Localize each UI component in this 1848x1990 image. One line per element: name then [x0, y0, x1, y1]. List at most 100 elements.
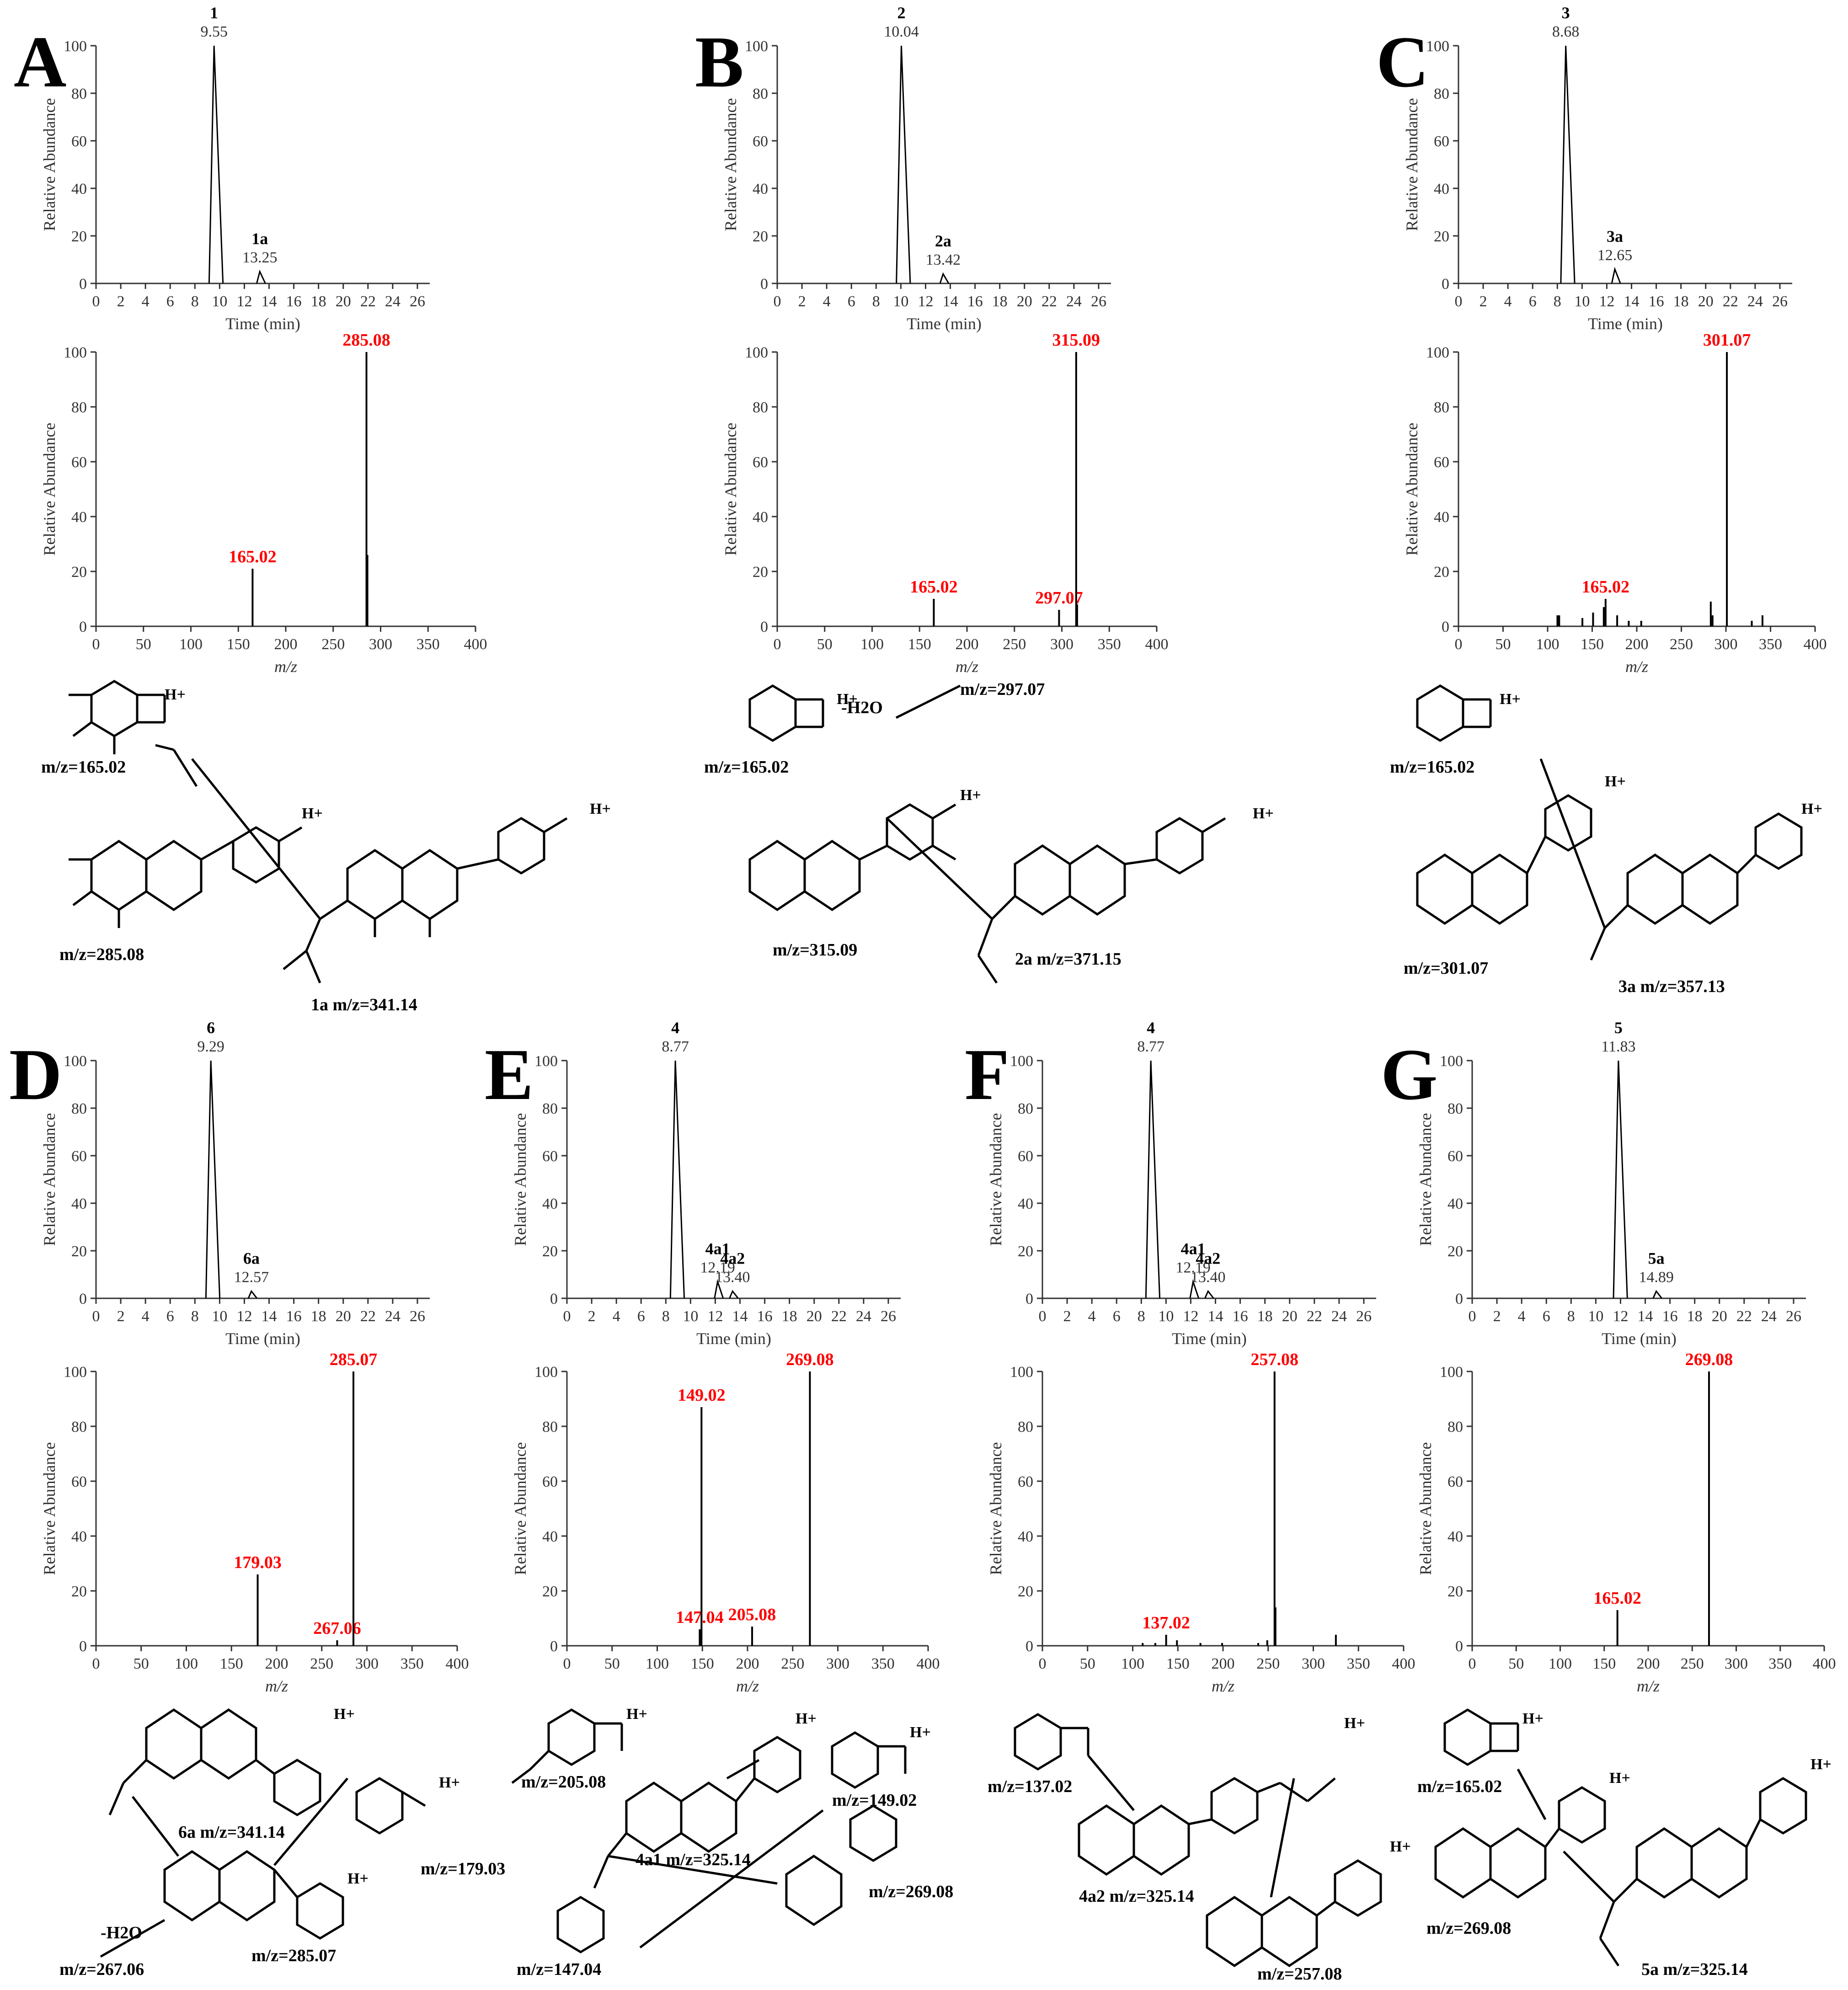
y-tick-label: 60 [542, 1473, 558, 1490]
x-axis-label: Time (min) [225, 315, 300, 333]
y-tick-label: 40 [71, 1195, 87, 1212]
x-axis-label: m/z [736, 1677, 759, 1695]
x-tick-label: 0 [774, 293, 781, 310]
y-tick-label: 80 [542, 1100, 558, 1117]
peak-mz-label: 205.08 [728, 1605, 776, 1624]
x-tick-label: 16 [1662, 1308, 1678, 1325]
x-tick-label: 20 [1698, 293, 1714, 310]
y-tick-label: 20 [542, 1243, 558, 1260]
y-tick-label: 80 [1434, 85, 1449, 102]
x-tick-label: 350 [417, 636, 440, 653]
peak-id-label: 2 [897, 4, 905, 22]
chromatogram-peak [896, 45, 911, 284]
x-tick-label: 16 [757, 1308, 773, 1325]
y-axis-label: Relative Abundance [1403, 98, 1421, 231]
x-axis-label: m/z [265, 1677, 288, 1695]
fragment-label-C-357: 3a m/z=357.13 [1618, 977, 1725, 996]
x-tick-label: 300 [1050, 636, 1074, 653]
y-tick-label: 0 [550, 1291, 558, 1307]
y-tick-label: 80 [71, 399, 87, 416]
peak-mz-label: 165.02 [1593, 1589, 1641, 1608]
panel-letter-E: E [485, 1034, 534, 1115]
peak-rt-label: 10.04 [884, 23, 919, 40]
peak-rt-label: 11.83 [1601, 1038, 1635, 1055]
peak-id-label: 4 [1147, 1019, 1155, 1037]
peak-id-label: 5a [1648, 1249, 1665, 1267]
x-tick-label: 100 [646, 1655, 669, 1672]
fragment-label-C-165: m/z=165.02 [1390, 758, 1474, 777]
y-axis-label: Relative Abundance [1416, 1442, 1435, 1575]
y-tick-label: 40 [1447, 1528, 1463, 1545]
x-tick-label: 6 [1543, 1308, 1550, 1325]
x-tick-label: 4 [1518, 1308, 1526, 1325]
charge-label-E-2: H+ [796, 1710, 817, 1727]
x-tick-label: 24 [385, 293, 401, 310]
x-tick-label: 4 [1504, 293, 1512, 310]
fragmentation-scheme-G: m/z=165.02 m/z=269.08 5a m/z=325.14 H+ H… [1399, 1701, 1843, 1984]
chromatogram-peak [1145, 1060, 1161, 1299]
x-tick-label: 8 [1567, 1308, 1575, 1325]
x-tick-label: 10 [1158, 1308, 1174, 1325]
x-tick-label: 8 [1554, 293, 1561, 310]
y-axis-label: Relative Abundance [40, 1442, 59, 1575]
fragment-label-D-285: m/z=285.07 [251, 1946, 336, 1965]
x-tick-label: 18 [311, 1308, 326, 1325]
peak-id-label: 5 [1614, 1019, 1623, 1037]
y-tick-label: 20 [1434, 564, 1449, 581]
x-tick-label: 4 [142, 1308, 150, 1325]
peak-mz-label: 285.08 [342, 331, 390, 350]
x-tick-label: 10 [212, 293, 227, 310]
y-tick-label: 80 [1434, 399, 1449, 416]
y-axis-label: Relative Abundance [1416, 1113, 1435, 1246]
y-axis-label: Relative Abundance [511, 1442, 529, 1575]
x-tick-label: 10 [1588, 1308, 1603, 1325]
y-tick-label: 60 [71, 454, 87, 471]
chromatogram-peak [1652, 1290, 1662, 1299]
x-tick-label: 20 [806, 1308, 822, 1325]
peak-rt-label: 12.19 [700, 1259, 735, 1276]
y-tick-label: 60 [1018, 1473, 1033, 1490]
x-tick-label: 0 [1455, 636, 1463, 653]
charge-label-A-3: H+ [590, 800, 611, 817]
x-tick-label: 26 [1772, 293, 1788, 310]
fragment-label-A-341: 1a m/z=341.14 [311, 995, 417, 1014]
y-tick-label: 0 [1455, 1291, 1463, 1307]
peak-id-label: 6a [243, 1249, 260, 1267]
fragment-label-D-179: m/z=179.03 [421, 1859, 505, 1878]
y-tick-label: 20 [1447, 1583, 1463, 1600]
y-tick-label: 60 [1018, 1148, 1033, 1165]
chromatogram-peak [1611, 267, 1621, 284]
peak-id-label: 1a [251, 229, 268, 248]
peak-mz-label: 257.08 [1250, 1350, 1298, 1369]
x-tick-label: 22 [1723, 293, 1738, 310]
peak-mz-label: 285.07 [330, 1350, 378, 1369]
fragment-label-B-h2o: -H2O [841, 698, 883, 717]
x-axis-label: m/z [274, 657, 297, 676]
y-tick-label: 40 [1018, 1528, 1033, 1545]
x-axis-label: Time (min) [1602, 1329, 1677, 1348]
x-tick-label: 16 [286, 293, 302, 310]
peak-mz-label: 301.07 [1703, 331, 1751, 350]
x-tick-label: 26 [410, 1308, 425, 1325]
peak-mz-label: 137.02 [1142, 1613, 1190, 1633]
x-tick-label: 200 [1637, 1655, 1660, 1672]
charge-label-D-3: H+ [347, 1870, 369, 1887]
x-tick-label: 8 [191, 1308, 199, 1325]
charge-label-D-1: H+ [334, 1706, 355, 1723]
peak-mz-label: 149.02 [678, 1386, 726, 1405]
y-tick-label: 60 [753, 454, 768, 471]
fragment-label-F-137: m/z=137.02 [988, 1777, 1072, 1796]
x-tick-label: 6 [166, 293, 174, 310]
x-tick-label: 200 [956, 636, 979, 653]
x-tick-label: 10 [683, 1308, 698, 1325]
x-tick-label: 26 [881, 1308, 896, 1325]
fragment-label-E-269: m/z=269.08 [869, 1882, 953, 1901]
charge-label-E-3: H+ [910, 1724, 931, 1741]
x-tick-label: 200 [1625, 636, 1649, 653]
x-tick-label: 14 [262, 293, 277, 310]
fragment-label-B-165: m/z=165.02 [704, 758, 789, 777]
x-tick-label: 20 [1017, 293, 1032, 310]
x-tick-label: 150 [220, 1655, 243, 1672]
fragmentation-scheme-A: m/z=165.02 m/z=285.08 1a m/z=341.14 H+ H… [27, 680, 668, 1014]
